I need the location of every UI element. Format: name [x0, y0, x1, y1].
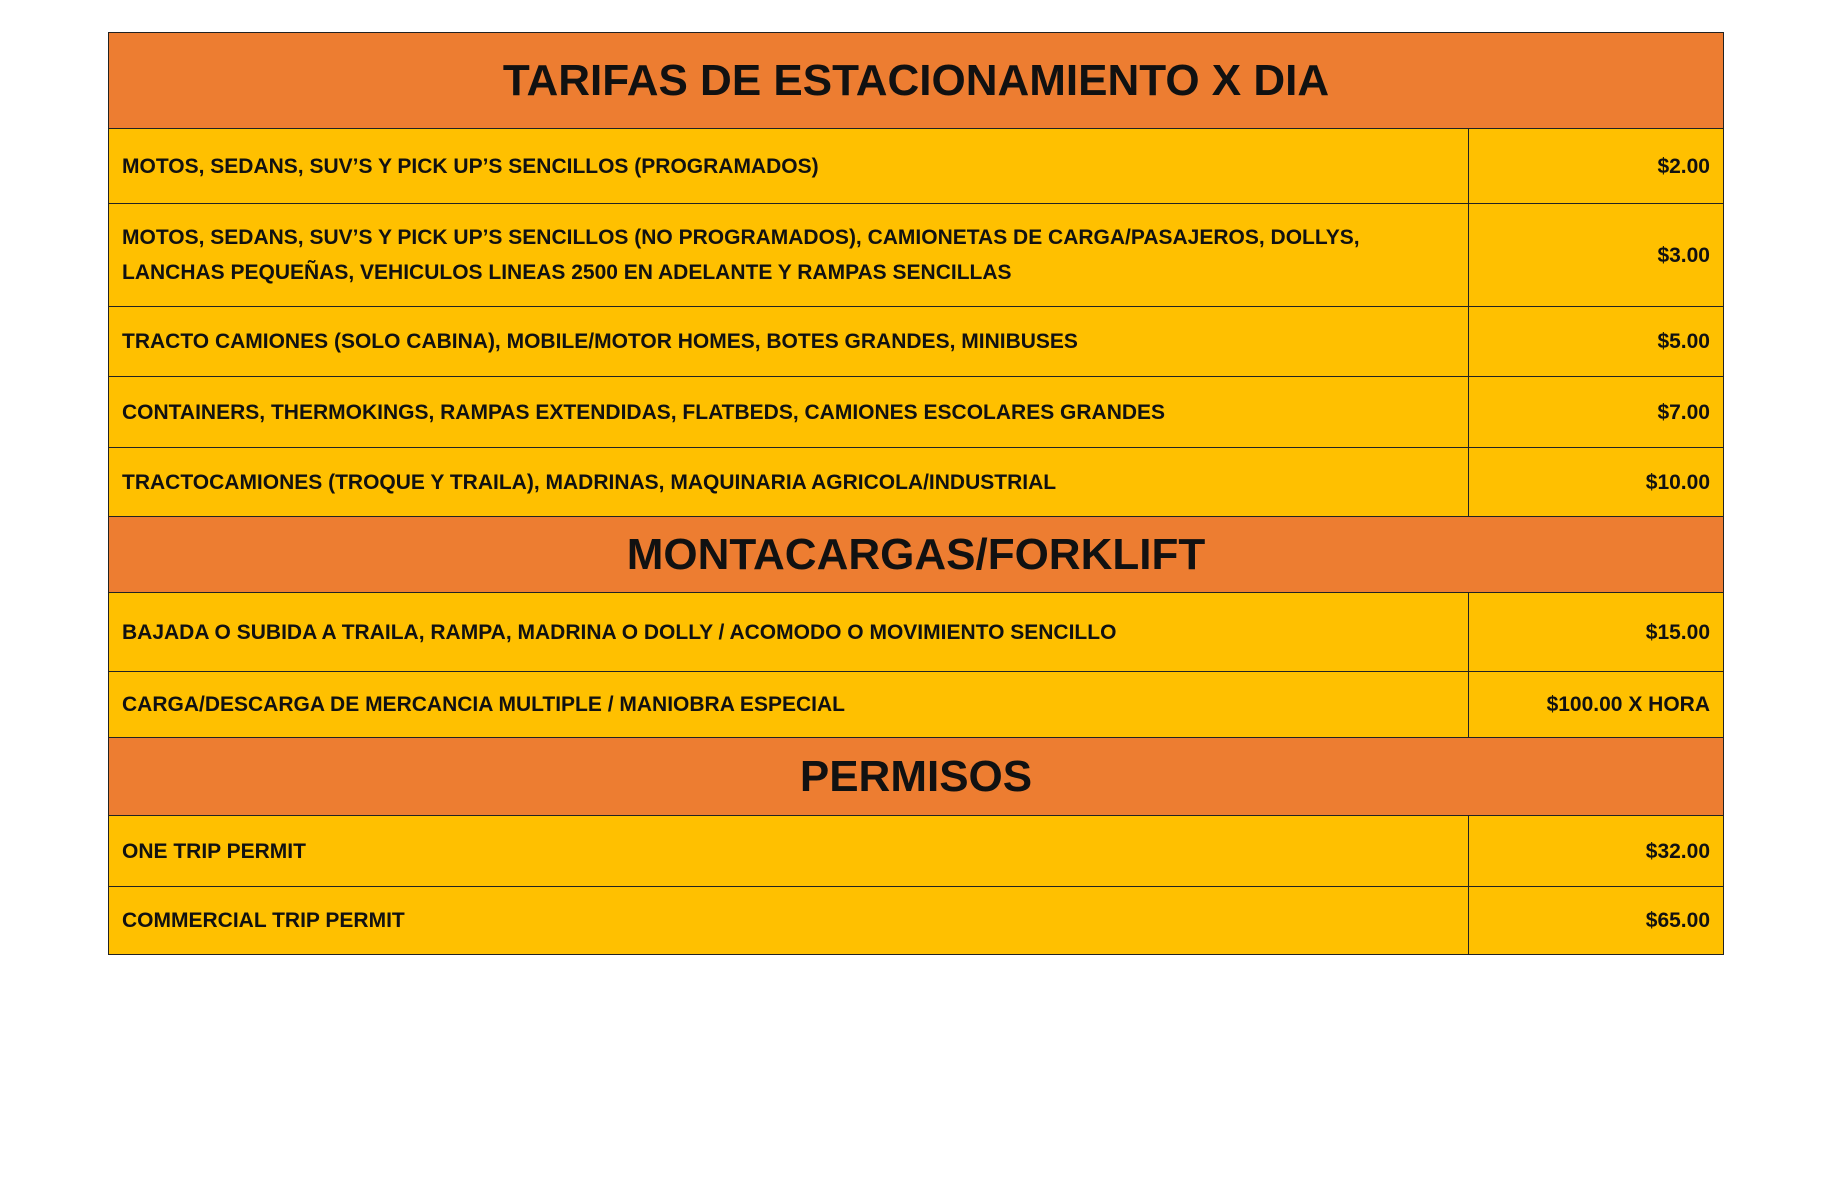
row-description: BAJADA O SUBIDA A TRAILA, RAMPA, MADRINA… — [108, 592, 1469, 672]
section-header-parking: TARIFAS DE ESTACIONAMIENTO X DIA — [108, 32, 1724, 129]
section-header-forklift: MONTACARGAS/FORKLIFT — [108, 516, 1724, 593]
row-price: $32.00 — [1468, 815, 1724, 887]
table-row: ONE TRIP PERMIT $32.00 — [108, 815, 1724, 887]
row-price: $2.00 — [1468, 128, 1724, 204]
section-title: MONTACARGAS/FORKLIFT — [108, 516, 1724, 593]
section-title: PERMISOS — [108, 737, 1724, 816]
row-price: $7.00 — [1468, 376, 1724, 448]
row-description: COMMERCIAL TRIP PERMIT — [108, 886, 1469, 955]
table-row: MOTOS, SEDANS, SUV’S Y PICK UP’S SENCILL… — [108, 128, 1724, 204]
row-price: $100.00 X HORA — [1468, 671, 1724, 738]
row-description: ONE TRIP PERMIT — [108, 815, 1469, 887]
row-description: TRACTOCAMIONES (TROQUE Y TRAILA), MADRIN… — [108, 447, 1469, 517]
row-description: TRACTO CAMIONES (SOLO CABINA), MOBILE/MO… — [108, 306, 1469, 377]
row-price: $65.00 — [1468, 886, 1724, 955]
row-description: CARGA/DESCARGA DE MERCANCIA MULTIPLE / M… — [108, 671, 1469, 738]
rates-table: TARIFAS DE ESTACIONAMIENTO X DIA MOTOS, … — [108, 32, 1724, 955]
table-row: TRACTO CAMIONES (SOLO CABINA), MOBILE/MO… — [108, 306, 1724, 377]
section-title: TARIFAS DE ESTACIONAMIENTO X DIA — [108, 32, 1724, 129]
table-row: TRACTOCAMIONES (TROQUE Y TRAILA), MADRIN… — [108, 447, 1724, 517]
row-description: CONTAINERS, THERMOKINGS, RAMPAS EXTENDID… — [108, 376, 1469, 448]
row-description: MOTOS, SEDANS, SUV’S Y PICK UP’S SENCILL… — [108, 128, 1469, 204]
table-row: CONTAINERS, THERMOKINGS, RAMPAS EXTENDID… — [108, 376, 1724, 448]
row-price: $5.00 — [1468, 306, 1724, 377]
row-price: $15.00 — [1468, 592, 1724, 672]
table-row: CARGA/DESCARGA DE MERCANCIA MULTIPLE / M… — [108, 671, 1724, 738]
row-description: MOTOS, SEDANS, SUV’S Y PICK UP’S SENCILL… — [108, 203, 1469, 307]
table-row: BAJADA O SUBIDA A TRAILA, RAMPA, MADRINA… — [108, 592, 1724, 672]
table-row: COMMERCIAL TRIP PERMIT $65.00 — [108, 886, 1724, 955]
table-row: MOTOS, SEDANS, SUV’S Y PICK UP’S SENCILL… — [108, 203, 1724, 307]
row-price: $3.00 — [1468, 203, 1724, 307]
row-price: $10.00 — [1468, 447, 1724, 517]
section-header-permits: PERMISOS — [108, 737, 1724, 816]
